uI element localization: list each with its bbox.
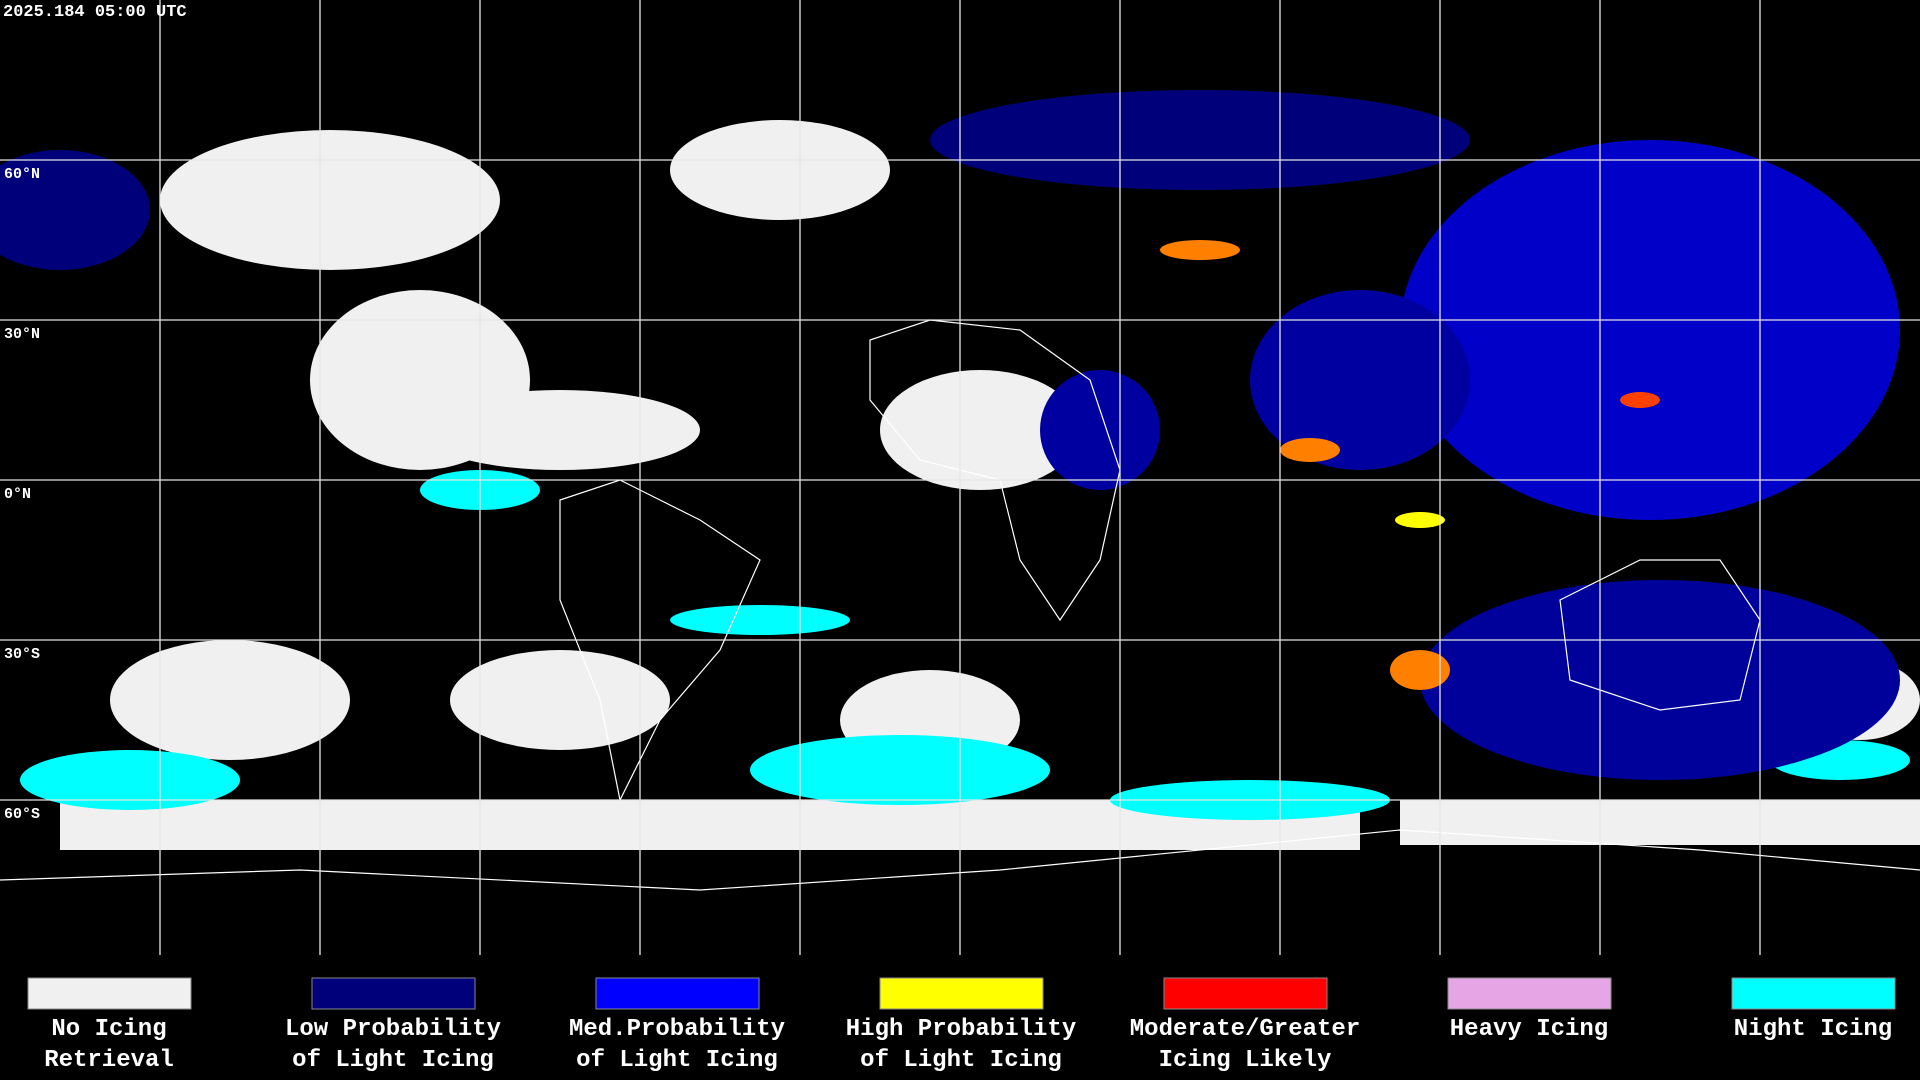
cloud — [1420, 580, 1900, 780]
latitude-label: 60°S — [4, 806, 40, 823]
latitude-label: 60°N — [4, 166, 40, 183]
cloud — [1400, 800, 1920, 845]
cloud — [1040, 370, 1160, 490]
legend-swatch — [311, 977, 476, 1010]
legend-label: No Icing — [51, 1016, 166, 1043]
cloud-field — [0, 90, 1920, 850]
legend-panel — [0, 955, 1920, 1080]
coastline — [0, 829, 1920, 891]
legend-swatch — [1447, 977, 1612, 1010]
cloud — [160, 130, 500, 270]
coastlines — [0, 319, 1920, 891]
latitude-labels: 60°N 30°N 0°N 30°S 60°S — [4, 166, 40, 823]
legend-label: Retrieval — [44, 1047, 174, 1074]
legend-label: Night Icing — [1734, 1016, 1892, 1043]
latitude-label: 30°S — [4, 646, 40, 663]
cloud — [930, 90, 1470, 190]
cloud — [880, 370, 1080, 490]
legend-label: of Light Icing — [860, 1047, 1062, 1074]
cloud — [450, 650, 670, 750]
legend-label: of Light Icing — [576, 1047, 778, 1074]
legend-swatch — [27, 977, 192, 1010]
legend-label: Heavy Icing — [1450, 1016, 1608, 1043]
legend-label: of Light Icing — [292, 1047, 494, 1074]
latitude-label: 30°N — [4, 326, 40, 343]
legend-swatch — [1731, 977, 1896, 1010]
legend: No Icing Retrieval Low Probability of Light… — [27, 977, 1896, 1074]
cloud — [750, 735, 1050, 805]
cloud — [110, 640, 350, 760]
cloud — [0, 150, 150, 270]
legend-label: Icing Likely — [1159, 1047, 1332, 1074]
latitude-label: 0°N — [4, 486, 31, 503]
legend-label: Med.Probability — [569, 1016, 785, 1043]
cloud — [1390, 650, 1450, 690]
cloud — [1250, 290, 1470, 470]
cloud — [1400, 140, 1900, 520]
timestamp: 2025.184 05:00 UTC — [3, 3, 187, 22]
legend-label: High Probability — [846, 1016, 1076, 1043]
legend-swatch — [1163, 977, 1328, 1010]
cloud — [1395, 512, 1445, 528]
cloud — [1160, 240, 1240, 260]
cloud — [1280, 438, 1340, 462]
legend-label: Low Probability — [285, 1016, 501, 1043]
cloud — [670, 605, 850, 635]
cloud — [420, 390, 700, 470]
legend-swatch — [595, 977, 760, 1010]
cloud — [1620, 392, 1660, 408]
legend-label: Moderate/Greater — [1130, 1016, 1360, 1043]
coastline — [869, 319, 1121, 622]
coastline — [559, 479, 761, 802]
coastline — [1559, 559, 1761, 711]
cloud — [20, 750, 240, 810]
cloud — [670, 120, 890, 220]
grid — [0, 0, 1920, 955]
legend-swatch — [879, 977, 1044, 1010]
